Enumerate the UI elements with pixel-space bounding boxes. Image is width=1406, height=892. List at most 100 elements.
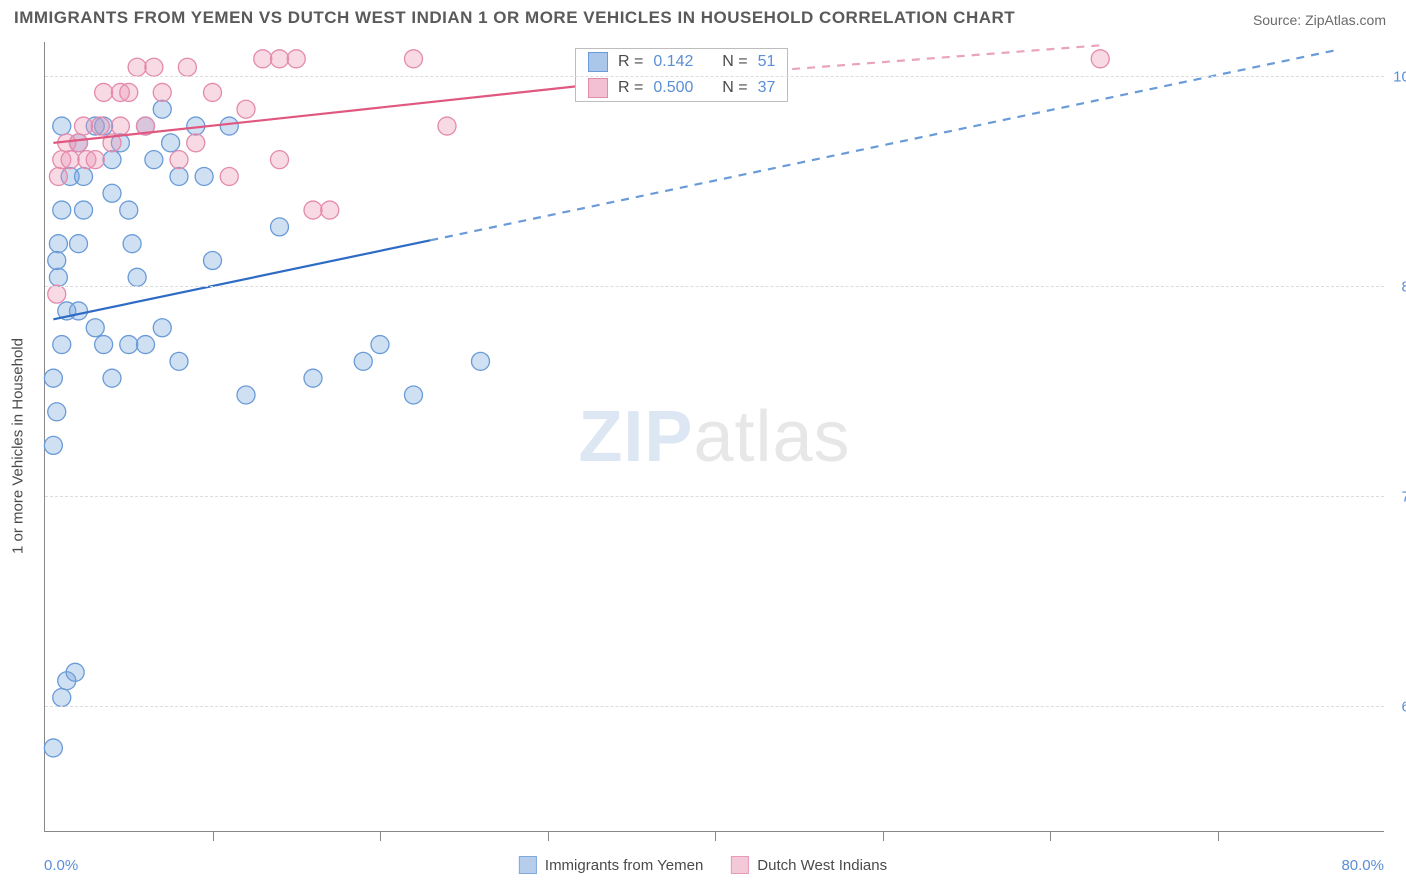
scatter-point [53, 336, 71, 354]
scatter-point [145, 151, 163, 169]
scatter-point [153, 319, 171, 337]
scatter-point [321, 201, 339, 219]
scatter-point [53, 201, 71, 219]
y-tick-label: 87.5% [1401, 278, 1406, 295]
scatter-point [204, 252, 222, 270]
scatter-point [438, 117, 456, 135]
scatter-point [95, 336, 113, 354]
stat-n-value-2: 37 [758, 79, 776, 97]
stat-r-value-2: 0.500 [653, 79, 693, 97]
legend-swatch-1 [519, 856, 537, 874]
scatter-point [195, 167, 213, 185]
legend-label-2: Dutch West Indians [757, 857, 887, 874]
scatter-point [61, 151, 79, 169]
stat-r-label: R = [618, 53, 643, 71]
stat-r-value-1: 0.142 [653, 53, 693, 71]
scatter-point [1091, 50, 1109, 68]
scatter-point [120, 83, 138, 101]
legend-item-1: Immigrants from Yemen [519, 856, 703, 874]
scatter-point [271, 151, 289, 169]
scatter-point [86, 151, 104, 169]
stat-n-value-1: 51 [758, 53, 776, 71]
scatter-point [145, 58, 163, 76]
stat-row-series-2: R = 0.500 N = 37 [576, 75, 787, 101]
legend-item-2: Dutch West Indians [731, 856, 887, 874]
stat-n-label: N = [722, 53, 747, 71]
y-tick-label: 100.0% [1393, 68, 1406, 85]
stat-swatch-1 [588, 52, 608, 72]
scatter-point [48, 403, 66, 421]
scatter-point [70, 134, 88, 152]
scatter-point [204, 83, 222, 101]
scatter-point [472, 352, 490, 370]
scatter-point [95, 83, 113, 101]
scatter-point [44, 369, 62, 387]
scatter-point [48, 252, 66, 270]
chart-title: IMMIGRANTS FROM YEMEN VS DUTCH WEST INDI… [14, 8, 1015, 28]
stat-n-label: N = [722, 79, 747, 97]
scatter-point [254, 50, 272, 68]
stat-r-label: R = [618, 79, 643, 97]
scatter-point [170, 352, 188, 370]
scatter-point [304, 369, 322, 387]
plot-svg [45, 42, 1384, 831]
scatter-point [170, 151, 188, 169]
scatter-point [153, 100, 171, 118]
scatter-point [178, 58, 196, 76]
scatter-point [128, 58, 146, 76]
y-tick-label: 62.5% [1401, 698, 1406, 715]
scatter-point [103, 184, 121, 202]
plot-area: ZIPatlas R = 0.142 N = 51 R = 0.500 N = … [44, 42, 1384, 832]
scatter-point [405, 50, 423, 68]
stat-row-series-1: R = 0.142 N = 51 [576, 49, 787, 75]
scatter-point [70, 235, 88, 253]
legend: Immigrants from Yemen Dutch West Indians [519, 856, 887, 874]
scatter-point [53, 689, 71, 707]
trend-line-dashed [430, 50, 1335, 240]
scatter-point [405, 386, 423, 404]
scatter-point [304, 201, 322, 219]
scatter-point [287, 50, 305, 68]
scatter-point [187, 134, 205, 152]
legend-label-1: Immigrants from Yemen [545, 857, 703, 874]
source-label: Source: ZipAtlas.com [1253, 12, 1386, 28]
scatter-point [123, 235, 141, 253]
scatter-point [371, 336, 389, 354]
scatter-point [75, 117, 93, 135]
scatter-point [66, 663, 84, 681]
scatter-point [153, 83, 171, 101]
scatter-point [120, 336, 138, 354]
scatter-point [111, 117, 129, 135]
scatter-point [354, 352, 372, 370]
scatter-point [53, 117, 71, 135]
scatter-point [48, 285, 66, 303]
scatter-point [162, 134, 180, 152]
scatter-point [44, 436, 62, 454]
scatter-point [237, 100, 255, 118]
y-axis-title: 1 or more Vehicles in Household [10, 338, 27, 554]
trend-line-solid [53, 240, 430, 319]
x-axis-min-label: 0.0% [44, 857, 78, 874]
scatter-point [103, 369, 121, 387]
scatter-point [103, 151, 121, 169]
scatter-point [128, 268, 146, 286]
scatter-point [271, 218, 289, 236]
y-tick-label: 75.0% [1401, 488, 1406, 505]
scatter-point [75, 201, 93, 219]
scatter-point [86, 319, 104, 337]
scatter-point [220, 167, 238, 185]
scatter-point [44, 739, 62, 757]
scatter-point [49, 268, 67, 286]
scatter-point [170, 167, 188, 185]
stat-swatch-2 [588, 78, 608, 98]
scatter-point [120, 201, 138, 219]
scatter-point [49, 235, 67, 253]
x-axis-max-label: 80.0% [1341, 857, 1384, 874]
scatter-point [137, 336, 155, 354]
scatter-point [237, 386, 255, 404]
scatter-point [49, 167, 67, 185]
scatter-point [91, 117, 109, 135]
scatter-point [75, 167, 93, 185]
scatter-point [220, 117, 238, 135]
legend-swatch-2 [731, 856, 749, 874]
